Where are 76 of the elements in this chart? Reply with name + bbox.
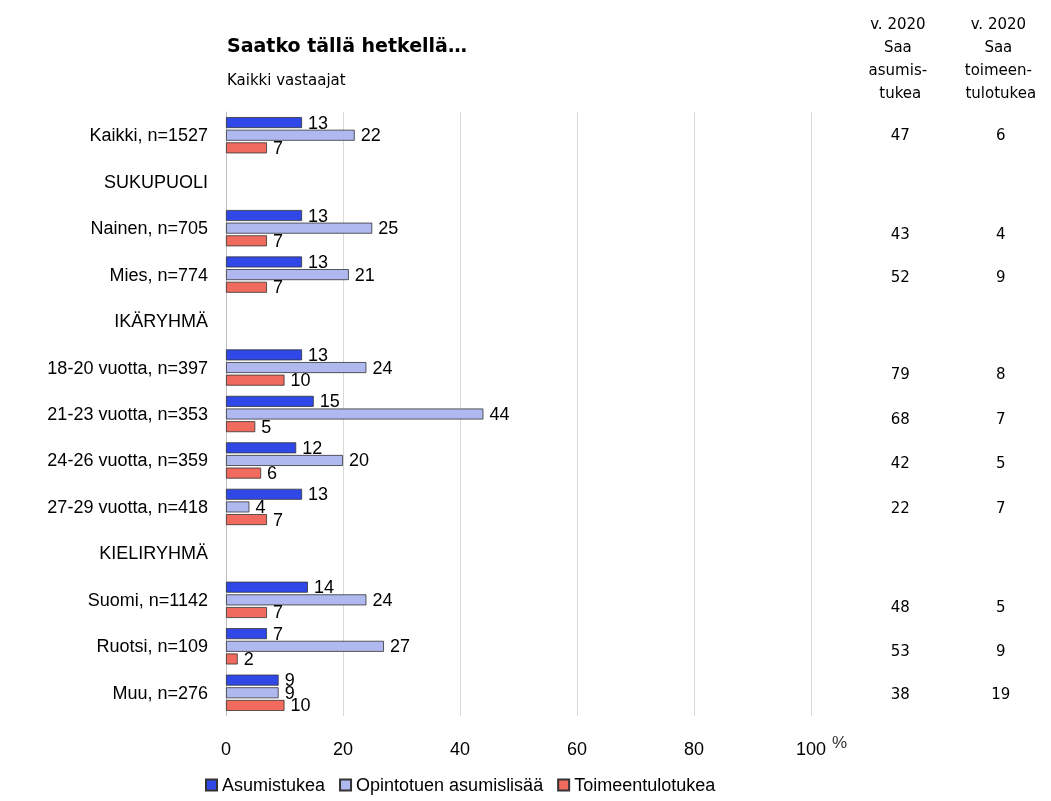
x-tick-label: 40 (449, 739, 470, 759)
data-label: 13 (308, 251, 329, 272)
data-label: 9 (995, 641, 1006, 660)
category-label: v. 2020 Saa toimeen- tulotukea (964, 14, 1037, 102)
data-label: 7 (995, 410, 1006, 429)
data-label: 13 (308, 205, 329, 226)
data-label: 13 (308, 484, 329, 505)
data-label: 22 (360, 125, 381, 146)
data-label: 15 (319, 391, 340, 412)
x-tick-label: 100 (795, 739, 826, 759)
y-tick-label: Suomi, n=1142 (87, 589, 208, 610)
data-label: 13 (308, 344, 329, 365)
data-label: 10 (290, 370, 311, 391)
legend-label: Opintotuen asumislisää (356, 775, 545, 795)
legend-label: Asumistukea (222, 775, 327, 795)
x-tick-label: 80 (683, 739, 704, 759)
chart-title: Saatko tällä hetkellä… (227, 33, 467, 56)
data-label: 8 (995, 365, 1006, 384)
data-label: 44 (489, 404, 510, 424)
data-label: 12 (302, 437, 323, 458)
data-label: 5 (995, 454, 1006, 473)
data-label: 38 (890, 684, 910, 703)
category-label: v. 2020 Saa asumis- tukea (868, 14, 932, 102)
data-label: 20 (348, 450, 370, 471)
y-tick-label: Kaikki, n=1527 (89, 125, 208, 146)
data-label: 47 (890, 126, 910, 144)
x-tick-label: 60 (566, 739, 587, 759)
data-label: 7 (995, 499, 1006, 518)
y-tick-label: 24-26 vuotta, n=359 (47, 450, 208, 471)
data-label: 4 (995, 225, 1006, 244)
data-label: 68 (890, 410, 910, 429)
y-tick-label: IKÄRYHMÄ (114, 311, 208, 332)
data-label: 21 (354, 264, 375, 285)
y-tick-label: KIELIRYHMÄ (99, 543, 208, 564)
data-label: 9 (995, 267, 1006, 286)
legend-label: Toimeentulotukea (574, 775, 717, 795)
y-tick-label: SUKUPUOLI (103, 171, 208, 192)
data-label: 79 (890, 365, 910, 384)
bar (226, 281, 267, 293)
data-label: 42 (890, 454, 910, 473)
y-tick-label: 21-23 vuotta, n=353 (47, 404, 208, 424)
data-label: 7 (272, 230, 283, 251)
data-label: 6 (995, 126, 1006, 144)
data-label: 53 (890, 641, 910, 660)
data-label: 43 (890, 225, 910, 244)
x-tick-label: 0 (220, 739, 232, 759)
y-tick-label: 27-29 vuotta, n=418 (47, 496, 208, 517)
data-label: 48 (890, 597, 910, 616)
data-label: 27 (389, 636, 410, 657)
y-tick-label: Muu, n=276 (112, 682, 208, 703)
data-label: 7 (272, 509, 283, 530)
data-label: 19 (991, 684, 1011, 703)
y-tick-label: Mies, n=774 (109, 264, 208, 285)
data-label: 24 (372, 357, 393, 378)
data-label: 7 (272, 623, 283, 644)
data-label: 52 (890, 267, 910, 286)
y-tick-label: Nainen, n=705 (90, 218, 208, 239)
x-tick-label: 20 (332, 739, 354, 759)
data-label: 4 (255, 496, 266, 517)
y-tick-label: 18-20 vuotta, n=397 (47, 357, 208, 378)
data-label: 6 (267, 463, 278, 484)
x-axis-title: % (831, 733, 848, 752)
chart-subtitle: Kaikki vastaajat (227, 70, 346, 89)
bar (226, 628, 267, 640)
y-tick-label: Ruotsi, n=109 (96, 636, 208, 657)
data-label: 24 (372, 589, 393, 610)
data-label: 2 (243, 648, 254, 669)
data-label: 14 (313, 577, 334, 598)
data-label: 25 (378, 218, 399, 239)
data-label: 7 (272, 137, 283, 158)
data-label: 7 (272, 602, 283, 623)
data-label: 7 (272, 277, 283, 298)
data-label: 22 (890, 499, 910, 518)
data-label: 13 (308, 112, 329, 133)
data-label: 5 (995, 597, 1006, 616)
data-label: 5 (261, 416, 272, 437)
